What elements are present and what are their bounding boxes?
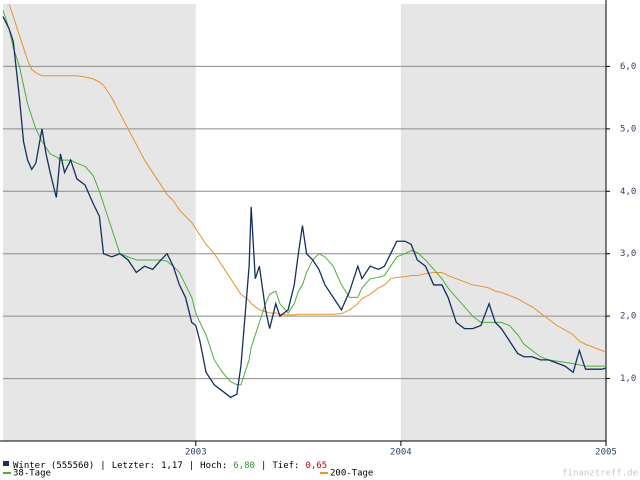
series-line: [2, 10, 606, 386]
legend-label: Winter (555560): [13, 461, 94, 471]
series-line: [2, 16, 607, 399]
x-tick-label: 2004: [390, 448, 412, 458]
stat-name: Hoch:: [200, 461, 227, 471]
legend-swatch: [320, 472, 328, 474]
stat-value: 6,80: [233, 461, 255, 471]
series-line: [8, 3, 607, 353]
y-tick-label: 4,0: [620, 187, 636, 197]
y-tick-label: 6,0: [620, 62, 636, 72]
legend-label: 200-Tage: [330, 469, 373, 479]
legend-swatch: [3, 472, 11, 474]
legend-swatch: [3, 461, 9, 466]
y-tick-label: 3,0: [620, 249, 636, 259]
stat-value: 0,65: [305, 461, 327, 471]
stat-name: Tief:: [272, 461, 299, 471]
separator: |: [100, 461, 105, 471]
x-tick-label: 2003: [185, 448, 207, 458]
separator: |: [189, 461, 194, 471]
stat-name: Letzter:: [112, 461, 155, 471]
y-tick-label: 5,0: [620, 124, 636, 134]
y-tick-label: 2,0: [620, 312, 636, 322]
separator: |: [261, 461, 266, 471]
legend-label: 38-Tage: [13, 469, 51, 479]
y-tick-label: 1,0: [620, 374, 636, 384]
period-band: [400, 4, 606, 441]
period-band: [3, 4, 196, 441]
legend-entry: Winter (555560) | Letzter: 1,17 | Hoch: 6,80 | T…: [13, 461, 327, 471]
x-tick-label: 2005: [595, 448, 617, 458]
stat-value: 1,17: [161, 461, 183, 471]
source: finanztreff.de: [562, 469, 638, 479]
